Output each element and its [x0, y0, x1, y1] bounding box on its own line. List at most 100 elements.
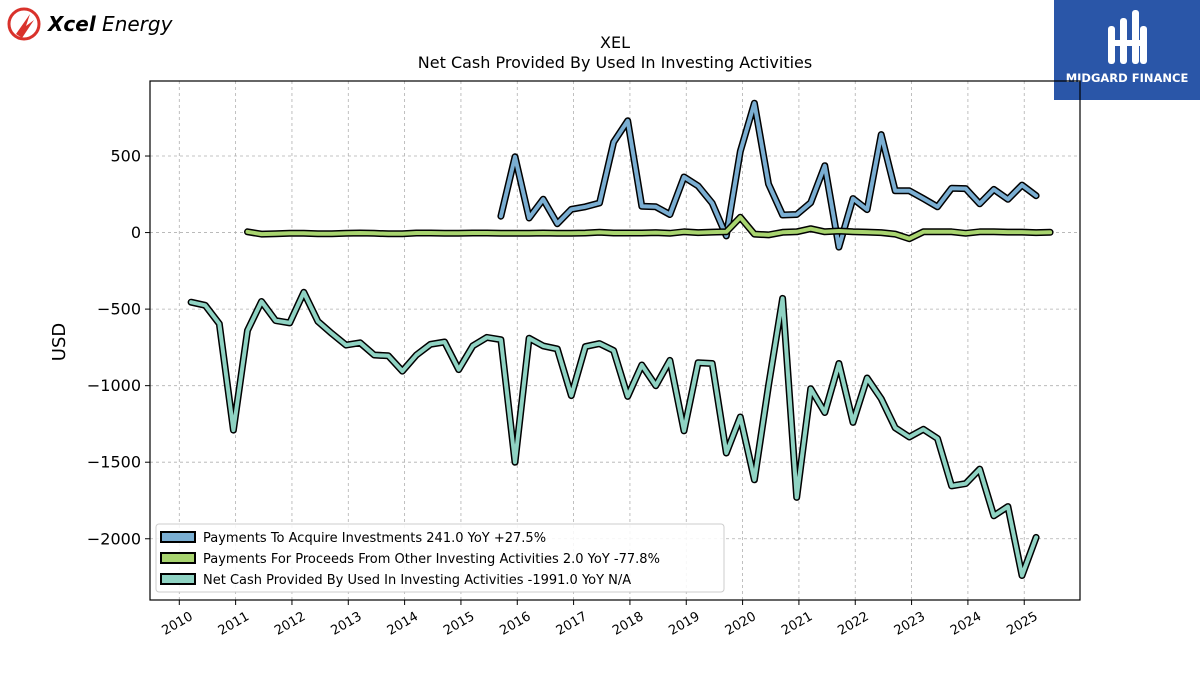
data-point: [851, 421, 855, 424]
data-point: [767, 182, 770, 186]
data-point: [950, 187, 953, 190]
plot-frame: [149, 80, 1081, 601]
data-point: [570, 394, 573, 397]
data-point: [767, 384, 770, 387]
data-point: [288, 321, 291, 325]
data-point: [823, 411, 826, 414]
legend-swatch: [160, 531, 196, 543]
data-point: [260, 232, 263, 236]
y-axis-label: USD: [49, 323, 70, 361]
data-point: [626, 119, 629, 123]
data-point: [837, 362, 841, 365]
data-point: [288, 232, 291, 235]
data-point: [978, 230, 981, 233]
data-point: [837, 245, 841, 249]
data-point: [950, 484, 953, 488]
data-point: [795, 213, 798, 216]
data-point: [612, 349, 615, 352]
data-point: [1006, 505, 1010, 508]
data-point: [1020, 183, 1024, 187]
data-point: [358, 341, 362, 344]
data-point: [894, 232, 897, 236]
data-point: [880, 133, 883, 136]
data-point: [837, 229, 841, 233]
series-layer: [187, 99, 1054, 579]
data-point: [894, 426, 897, 429]
data-point: [598, 231, 601, 234]
data-point: [992, 188, 995, 191]
data-point: [753, 102, 756, 105]
data-point: [1048, 231, 1052, 234]
y-tick-label: −2000: [87, 529, 141, 548]
data-point: [865, 230, 869, 234]
data-point: [1020, 574, 1024, 577]
data-point: [809, 227, 812, 230]
data-point: [542, 231, 545, 235]
data-point: [753, 478, 756, 481]
data-point: [457, 368, 460, 371]
chart-ticker: XEL: [600, 33, 630, 52]
data-point: [668, 232, 672, 235]
data-point: [950, 230, 953, 233]
y-tick-label: 0: [131, 223, 141, 242]
x-tick-label: 2014: [385, 609, 421, 639]
x-tick-label: 2023: [892, 609, 928, 639]
data-point: [936, 230, 939, 233]
data-point: [654, 384, 657, 387]
data-point: [922, 230, 925, 233]
data-point: [696, 231, 700, 234]
data-point: [570, 208, 573, 211]
data-point: [682, 429, 686, 432]
x-tick-label: 2013: [328, 609, 364, 639]
data-point: [964, 482, 967, 485]
data-point: [908, 237, 911, 240]
data-point: [330, 232, 334, 235]
data-point: [922, 197, 925, 200]
data-point: [640, 205, 643, 208]
data-point: [527, 337, 531, 340]
data-point: [696, 184, 700, 188]
data-point: [499, 215, 503, 218]
data-point: [443, 340, 446, 344]
data-point: [542, 198, 545, 201]
data-point: [344, 343, 348, 347]
data-point: [485, 336, 489, 339]
data-point: [809, 201, 812, 204]
x-tick-label: 2020: [723, 609, 759, 639]
data-point: [654, 231, 657, 234]
data-point: [415, 353, 418, 357]
data-point: [753, 232, 756, 236]
data-point: [851, 197, 855, 200]
data-point: [358, 231, 362, 235]
data-point: [865, 208, 869, 211]
data-point: [330, 332, 334, 335]
series-line-1: [498, 101, 1039, 250]
logo-text-midgard: MIDGARD FINANCE: [1066, 71, 1189, 85]
data-point: [316, 320, 320, 323]
data-point: [1006, 230, 1010, 234]
data-point: [781, 213, 784, 217]
data-point: [499, 338, 503, 341]
data-point: [570, 232, 573, 235]
data-point: [246, 329, 249, 332]
data-point: [443, 232, 446, 235]
data-point: [682, 175, 686, 179]
data-point: [964, 187, 967, 190]
data-point: [992, 514, 995, 517]
grid: [150, 81, 1080, 600]
data-point: [739, 216, 742, 219]
data-point: [823, 164, 826, 167]
x-tick-label: 2024: [948, 609, 984, 639]
data-point: [880, 397, 883, 400]
data-point: [1034, 231, 1038, 234]
data-point: [542, 344, 545, 348]
data-point: [992, 230, 995, 233]
legend-swatch: [160, 573, 196, 585]
midgard-finance-logo: MIDGARD FINANCE: [1054, 0, 1200, 100]
data-point: [499, 232, 503, 235]
data-point: [908, 435, 911, 439]
data-point: [880, 231, 883, 234]
data-point: [781, 297, 784, 300]
data-point: [246, 230, 249, 233]
